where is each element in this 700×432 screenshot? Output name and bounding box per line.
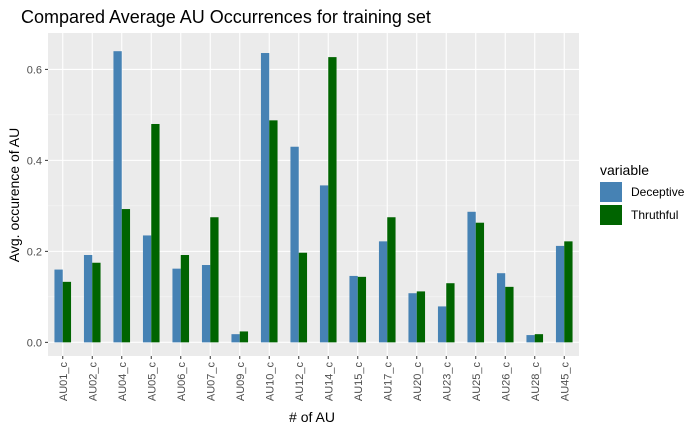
x-tick-label: AU20_c	[412, 362, 424, 402]
bar-deceptive-AU15_c	[349, 275, 358, 343]
bar-deceptive-AU17_c	[378, 241, 388, 343]
bar-thruthful-AU02_c	[92, 262, 101, 343]
x-tick-label: AU04_c	[117, 362, 129, 402]
bar-thruthful-AU20_c	[416, 291, 426, 343]
bar-thruthful-AU14_c	[328, 57, 337, 343]
y-tick-label: 0.6	[27, 64, 42, 76]
bar-deceptive-AU26_c	[496, 273, 506, 343]
y-axis: 0.0 0.2 0.4 0.6	[27, 64, 48, 349]
bar-thruthful-AU26_c	[505, 286, 514, 343]
x-axis: AU01_c AU02_c AU04_c AU05_c AU06_c AU07_c AU09…	[58, 356, 571, 402]
legend-key-thruthful	[600, 205, 622, 225]
bar-deceptive-AU23_c	[437, 306, 447, 343]
bar-thruthful-AU04_c	[121, 209, 131, 343]
x-tick-label: AU17_c	[382, 362, 394, 402]
x-tick-label: AU23_c	[441, 362, 453, 402]
bar-deceptive-AU01_c	[54, 269, 63, 343]
legend: variable Deceptive Thruthful	[600, 162, 685, 225]
bar-thruthful-AU06_c	[180, 255, 190, 343]
plot-panel	[48, 33, 579, 356]
y-tick-label: 0.4	[27, 155, 42, 167]
bar-deceptive-AU05_c	[142, 235, 152, 343]
x-tick-label: AU07_c	[205, 362, 217, 402]
bar-deceptive-AU20_c	[408, 293, 417, 343]
y-tick-label: 0.0	[27, 337, 42, 349]
x-tick-label: AU45_c	[559, 362, 571, 402]
bar-thruthful-AU23_c	[446, 283, 455, 343]
legend-label-deceptive: Deceptive	[631, 185, 685, 199]
bar-deceptive-AU07_c	[201, 265, 211, 343]
legend-label-thruthful: Thruthful	[631, 208, 678, 222]
x-tick-label: AU26_c	[500, 362, 512, 402]
x-tick-label: AU14_c	[323, 362, 335, 402]
bar-thruthful-AU10_c	[269, 120, 278, 343]
x-tick-label: AU25_c	[471, 362, 483, 402]
x-tick-label: AU06_c	[176, 362, 188, 402]
x-tick-label: AU09_c	[235, 362, 247, 402]
y-tick-label: 0.2	[27, 246, 42, 258]
bar-thruthful-AU15_c	[357, 276, 367, 343]
bar-deceptive-AU14_c	[319, 185, 329, 343]
bar-deceptive-AU09_c	[231, 334, 240, 343]
x-tick-label: AU28_c	[530, 362, 542, 402]
x-axis-title: # of AU	[289, 409, 335, 425]
bar-deceptive-AU04_c	[113, 51, 122, 343]
x-tick-label: AU05_c	[146, 362, 158, 402]
bar-deceptive-AU12_c	[290, 146, 299, 343]
bar-thruthful-AU05_c	[151, 123, 160, 343]
x-tick-label: AU02_c	[87, 362, 99, 402]
bar-deceptive-AU25_c	[467, 211, 476, 343]
x-tick-label: AU01_c	[58, 362, 70, 402]
bar-deceptive-AU10_c	[260, 53, 270, 343]
bar-thruthful-AU45_c	[564, 241, 573, 343]
x-tick-label: AU15_c	[353, 362, 365, 402]
bar-thruthful-AU12_c	[298, 252, 308, 343]
x-tick-label: AU12_c	[294, 362, 306, 402]
x-tick-label: AU10_c	[264, 362, 276, 402]
chart-title: Compared Average AU Occurrences for trai…	[21, 7, 431, 27]
bar-thruthful-AU28_c	[534, 334, 544, 343]
bar-thruthful-AU25_c	[475, 222, 485, 343]
bar-deceptive-AU28_c	[526, 335, 535, 343]
bar-thruthful-AU07_c	[210, 217, 219, 343]
bar-thruthful-AU17_c	[387, 217, 396, 343]
bar-thruthful-AU01_c	[62, 281, 72, 343]
legend-title: variable	[600, 162, 649, 178]
bars	[54, 51, 573, 343]
bar-deceptive-AU02_c	[83, 255, 93, 343]
y-axis-title: Avg. occurence of AU	[6, 128, 22, 262]
bar-deceptive-AU45_c	[555, 245, 565, 343]
bar-deceptive-AU06_c	[172, 268, 181, 343]
legend-key-deceptive	[600, 182, 622, 202]
bar-thruthful-AU09_c	[239, 331, 249, 343]
